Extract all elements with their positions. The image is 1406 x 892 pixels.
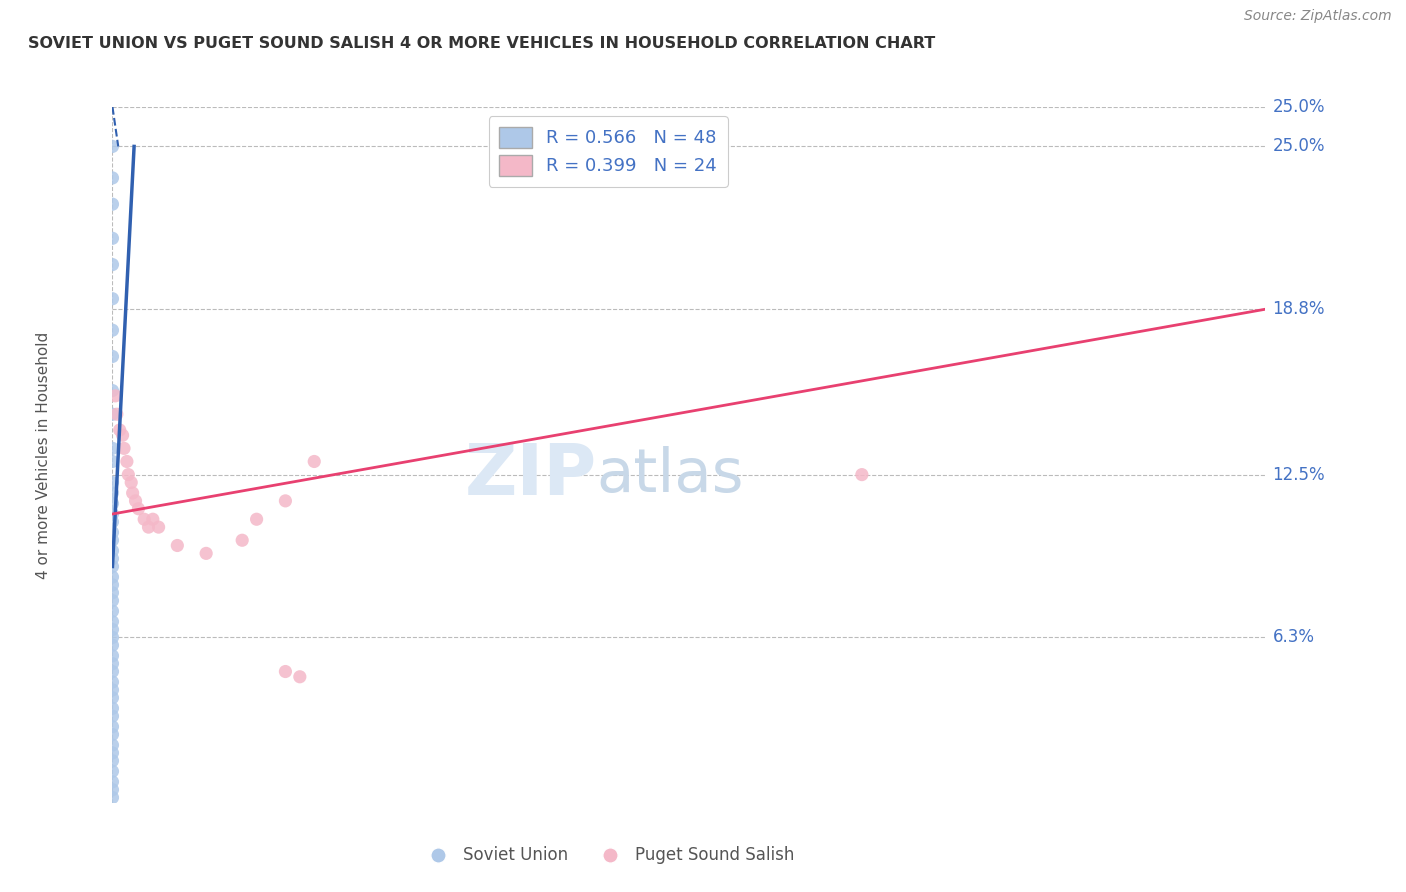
Point	[288, 670, 311, 684]
Point	[101, 593, 124, 607]
Point	[101, 578, 124, 592]
Point	[101, 615, 124, 629]
Point	[101, 559, 124, 574]
Point	[101, 709, 124, 723]
Point	[101, 515, 124, 529]
Point	[101, 638, 124, 652]
Point	[851, 467, 873, 482]
Text: 25.0%: 25.0%	[1272, 137, 1324, 155]
Point	[101, 746, 124, 760]
Point	[101, 543, 124, 558]
Text: Source: ZipAtlas.com: Source: ZipAtlas.com	[1244, 9, 1392, 23]
Point	[101, 586, 124, 600]
Point	[101, 292, 124, 306]
Point	[148, 520, 170, 534]
Point	[101, 701, 124, 715]
Point	[112, 442, 135, 456]
Point	[101, 323, 124, 337]
Point	[274, 665, 297, 679]
Point	[124, 494, 146, 508]
Text: SOVIET UNION VS PUGET SOUND SALISH 4 OR MORE VEHICLES IN HOUSEHOLD CORRELATION C: SOVIET UNION VS PUGET SOUND SALISH 4 OR …	[28, 36, 935, 51]
Point	[105, 407, 128, 421]
Point	[274, 494, 297, 508]
Point	[101, 139, 124, 153]
Point	[101, 727, 124, 741]
Point	[101, 764, 124, 779]
Point	[101, 657, 124, 671]
Point	[101, 525, 124, 540]
Point	[134, 512, 156, 526]
Point	[231, 533, 253, 548]
Text: 18.8%: 18.8%	[1272, 301, 1324, 318]
Point	[120, 475, 142, 490]
Point	[101, 604, 124, 618]
Point	[101, 665, 124, 679]
Point	[101, 782, 124, 797]
Point	[117, 467, 139, 482]
Point	[101, 570, 124, 584]
Point	[245, 512, 267, 526]
Point	[166, 539, 188, 553]
Text: ZIP: ZIP	[464, 442, 596, 510]
Point	[101, 197, 124, 211]
Point	[101, 231, 124, 245]
Point	[101, 738, 124, 752]
Point	[101, 442, 124, 456]
Point	[142, 512, 165, 526]
Point	[195, 546, 218, 560]
Point	[101, 774, 124, 789]
Point	[127, 501, 149, 516]
Legend: Soviet Union, Puget Sound Salish: Soviet Union, Puget Sound Salish	[415, 839, 801, 871]
Point	[104, 389, 127, 403]
Point	[101, 496, 124, 510]
Point	[101, 258, 124, 272]
Point	[101, 475, 124, 490]
Point	[101, 790, 124, 805]
Point	[101, 631, 124, 645]
Point	[101, 170, 124, 185]
Point	[101, 675, 124, 690]
Point	[101, 507, 124, 521]
Text: 12.5%: 12.5%	[1272, 466, 1326, 483]
Point	[101, 533, 124, 548]
Point	[101, 384, 124, 398]
Point	[101, 720, 124, 734]
Point	[108, 423, 131, 437]
Point	[101, 407, 124, 421]
Point	[101, 623, 124, 637]
Point	[101, 648, 124, 663]
Text: atlas: atlas	[596, 446, 744, 505]
Text: 4 or more Vehicles in Household: 4 or more Vehicles in Household	[35, 331, 51, 579]
Text: 6.3%: 6.3%	[1272, 628, 1315, 647]
Point	[138, 520, 160, 534]
Point	[101, 454, 124, 468]
Point	[101, 350, 124, 364]
Point	[101, 551, 124, 566]
Point	[101, 754, 124, 768]
Text: 25.0%: 25.0%	[1272, 98, 1324, 116]
Point	[304, 454, 326, 468]
Point	[101, 690, 124, 705]
Point	[101, 682, 124, 697]
Point	[101, 486, 124, 500]
Point	[115, 454, 138, 468]
Point	[111, 428, 134, 442]
Point	[121, 486, 143, 500]
